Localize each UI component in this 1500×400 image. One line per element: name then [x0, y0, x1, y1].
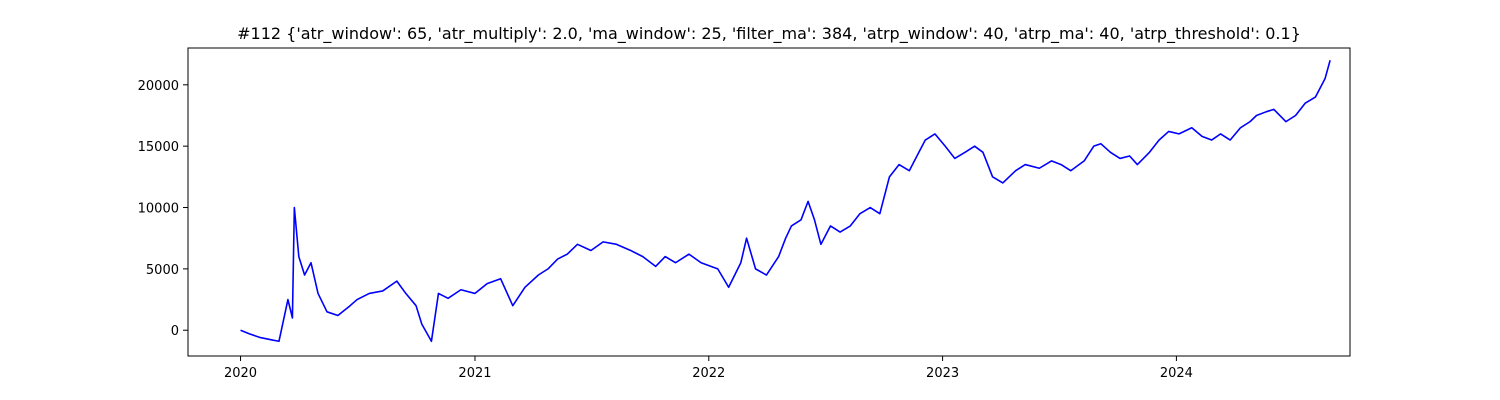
series-layer — [240, 60, 1331, 343]
chart-title: #112 {'atr_window': 65, 'atr_multiply': … — [237, 24, 1301, 44]
x-axis: 2020 2021 2022 2023 2024 — [224, 356, 1193, 381]
x-tick-label: 2022 — [692, 366, 725, 381]
y-tick-label: 15000 — [138, 140, 179, 155]
y-axis: 0 5000 10000 15000 20000 — [138, 79, 188, 339]
plot-frame — [187, 47, 1351, 357]
y-tick-label: 20000 — [138, 79, 179, 94]
y-tick-label: 0 — [171, 324, 179, 339]
y-tick-label: 10000 — [138, 202, 179, 217]
x-tick-label: 2023 — [926, 366, 959, 381]
x-tick-label: 2024 — [1160, 366, 1193, 381]
series-line-0 — [240, 60, 1331, 343]
y-tick-label: 5000 — [146, 263, 179, 278]
x-tick-label: 2021 — [458, 366, 491, 381]
plot-area — [187, 47, 1351, 357]
x-tick-label: 2020 — [224, 366, 257, 381]
